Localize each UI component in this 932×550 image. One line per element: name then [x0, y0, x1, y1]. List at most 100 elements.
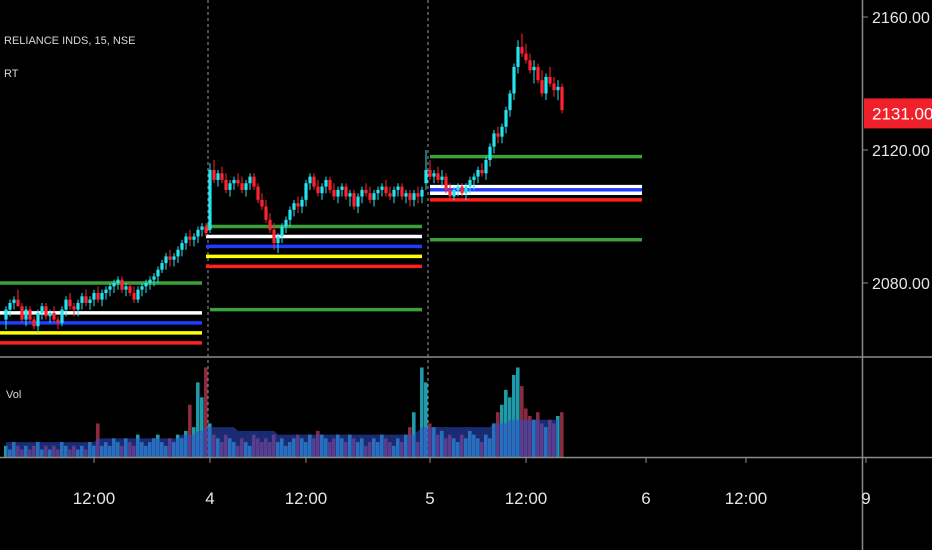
candle: [320, 186, 324, 194]
candle: [16, 299, 20, 307]
candle: [516, 46, 520, 67]
candle: [444, 176, 448, 190]
candle: [56, 319, 60, 323]
candle: [420, 189, 424, 197]
candles: [4, 33, 564, 333]
candle: [32, 319, 36, 327]
candle: [364, 189, 368, 194]
volume-pane[interactable]: [4, 367, 564, 457]
candle: [168, 256, 172, 260]
candle: [428, 169, 432, 177]
price-pane[interactable]: [207, 0, 429, 457]
candle: [136, 289, 140, 300]
candle: [36, 312, 40, 327]
candle: [500, 126, 504, 137]
candle: [244, 183, 248, 190]
volume-bar: [560, 412, 564, 457]
candle: [280, 226, 284, 237]
candle: [224, 179, 228, 190]
candle: [468, 179, 472, 187]
candle: [40, 306, 44, 313]
candle: [388, 193, 392, 197]
x-tick-label: 12:00: [73, 489, 116, 508]
candle: [232, 179, 236, 184]
candle: [164, 256, 168, 264]
candle: [544, 76, 548, 94]
candle: [456, 186, 460, 190]
candle: [460, 186, 464, 194]
candle: [104, 289, 108, 293]
candle: [72, 306, 76, 310]
x-tick-label: 6: [641, 489, 650, 508]
x-tick-label: 5: [425, 489, 434, 508]
current-price-label: 2131.00: [872, 104, 932, 123]
candle: [204, 226, 208, 234]
volume-bar: [4, 445, 8, 457]
pivot-levels: [0, 154, 642, 345]
candle: [148, 279, 152, 283]
candle: [464, 186, 468, 194]
candle: [116, 279, 120, 283]
candle: [132, 292, 136, 300]
candle: [120, 279, 124, 290]
candle: [304, 183, 308, 200]
candle: [400, 186, 404, 197]
candle: [152, 276, 156, 280]
candle: [60, 309, 64, 323]
candle: [532, 66, 536, 71]
symbol-label: RELIANCE INDS, 15, NSE: [4, 35, 135, 47]
candle: [488, 146, 492, 160]
candle: [140, 286, 144, 290]
candle: [332, 189, 336, 197]
y-tick-label: 2120.00: [872, 143, 930, 160]
candle: [512, 66, 516, 94]
candle: [312, 176, 316, 187]
candle: [348, 193, 352, 197]
volume-label: Vol: [6, 389, 21, 401]
candle: [424, 169, 428, 184]
candle: [28, 309, 32, 320]
candle: [184, 236, 188, 244]
candle: [128, 286, 132, 293]
candle: [100, 292, 104, 300]
candle: [216, 173, 220, 180]
candle: [172, 256, 176, 260]
candle: [336, 189, 340, 197]
candle: [540, 80, 544, 94]
candle: [340, 186, 344, 190]
candle: [12, 299, 16, 303]
x-tick-label: 12:00: [725, 489, 768, 508]
x-tick-label: 4: [205, 489, 214, 508]
candle: [552, 83, 556, 91]
volume-bar: [188, 404, 192, 457]
candle: [372, 193, 376, 200]
volume-bar: [420, 367, 424, 457]
candle: [52, 312, 56, 320]
candle: [124, 286, 128, 290]
candle: [360, 189, 364, 197]
volume-bar: [424, 382, 428, 457]
candle: [452, 189, 456, 197]
candle: [272, 229, 276, 244]
candle: [404, 193, 408, 197]
candle: [268, 219, 272, 230]
candle: [560, 86, 564, 111]
candle: [4, 309, 8, 320]
candle: [256, 186, 260, 200]
candle: [88, 299, 92, 303]
candle: [264, 206, 268, 220]
candle: [176, 249, 180, 257]
candle: [240, 183, 244, 190]
candle: [276, 236, 280, 244]
candle: [252, 176, 256, 187]
candle: [396, 186, 400, 190]
indicator-label: RT: [4, 68, 19, 80]
candle: [288, 209, 292, 220]
x-tick-label: 12:00: [505, 489, 548, 508]
candle: [160, 263, 164, 270]
candle: [548, 76, 552, 84]
candle: [144, 283, 148, 287]
